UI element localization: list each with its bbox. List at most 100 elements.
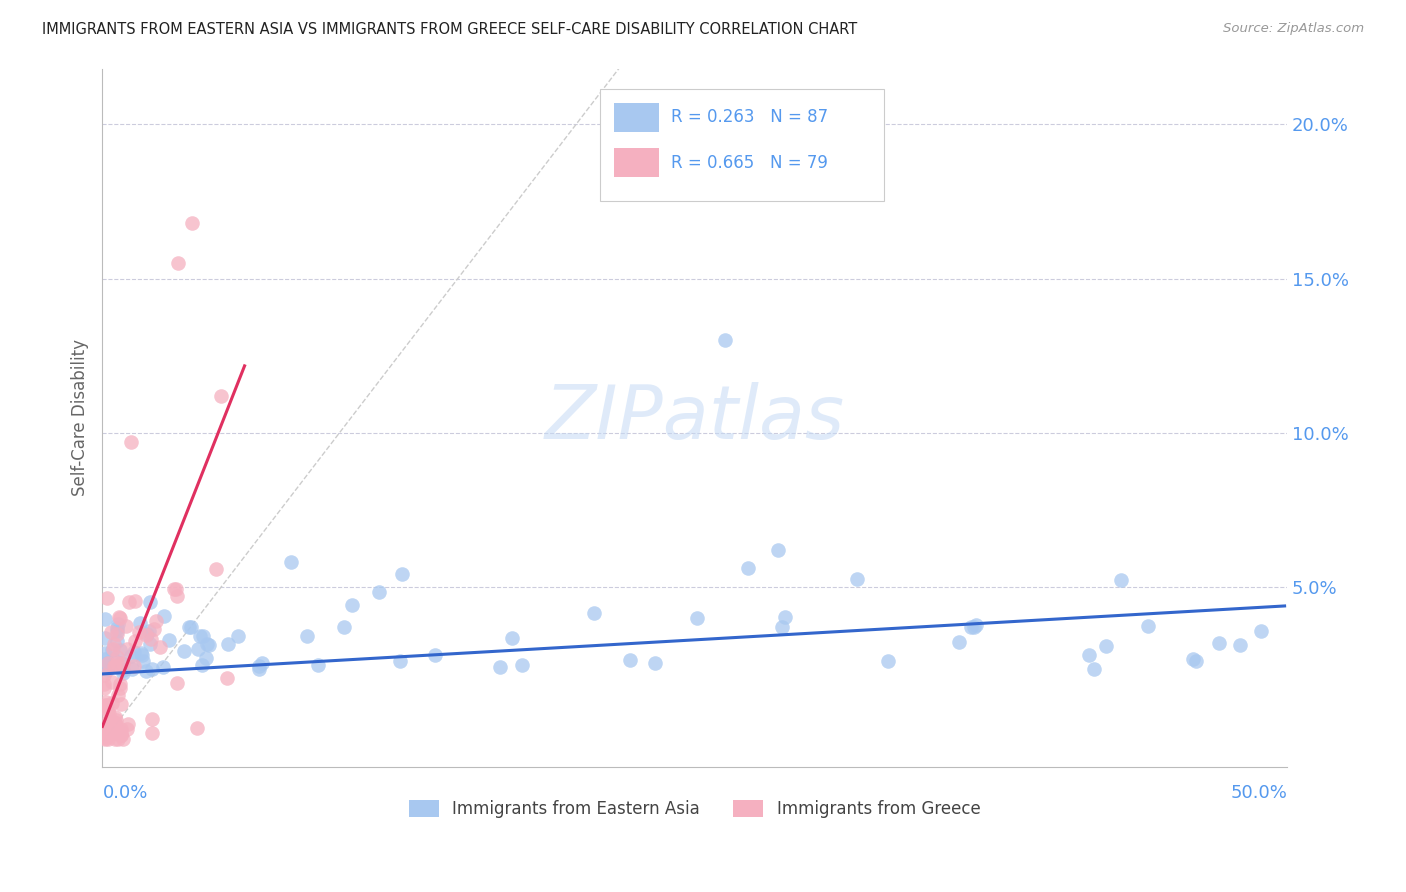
Point [737,560,759,574]
Point [773,609,796,624]
Point [876,654,898,668]
Point [152,608,174,623]
Point [141,712,163,726]
Point [104,710,127,724]
Point [94,647,117,661]
Point [104,716,127,731]
Point [115,619,138,633]
Point [167,256,190,270]
Point [97,656,120,670]
Point [333,620,356,634]
Point [217,637,239,651]
Point [180,620,202,634]
Point [118,595,141,609]
Point [120,435,142,450]
Point [582,606,605,620]
Point [94,631,117,645]
Point [280,555,302,569]
Point [181,216,204,230]
Point [94,652,117,666]
Point [962,619,984,633]
Point [100,722,122,736]
Point [205,562,228,576]
Point [686,611,709,625]
Point [308,657,330,672]
Point [179,620,201,634]
Point [173,644,195,658]
Point [165,582,187,597]
Text: R = 0.665   N = 79: R = 0.665 N = 79 [671,153,828,172]
Text: IMMIGRANTS FROM EASTERN ASIA VS IMMIGRANTS FROM GREECE SELF-CARE DISABILITY CORR: IMMIGRANTS FROM EASTERN ASIA VS IMMIGRAN… [42,22,858,37]
Point [103,636,125,650]
Point [107,689,129,703]
Point [100,642,122,657]
Point [166,675,188,690]
Point [111,666,134,681]
Point [108,681,131,695]
Point [94,657,117,672]
Point [149,640,172,654]
Point [117,723,139,737]
Point [93,668,115,682]
Point [105,621,128,635]
Point [340,599,363,613]
Point [152,659,174,673]
Point [103,726,125,740]
Point [124,633,146,648]
Point [770,620,793,634]
Point [846,573,869,587]
Point [128,615,150,630]
Point [191,657,214,672]
Point [104,722,127,736]
Point [1250,624,1272,639]
Point [501,631,523,645]
Point [1136,619,1159,633]
Legend: Immigrants from Eastern Asia, Immigrants from Greece: Immigrants from Eastern Asia, Immigrants… [402,793,987,824]
Point [1078,648,1101,662]
Point [139,637,162,651]
Point [94,612,117,626]
Point [112,731,135,746]
Point [135,664,157,678]
Point [96,591,118,606]
Point [103,715,125,730]
Point [187,641,209,656]
Point [103,659,125,673]
Point [93,729,115,743]
Point [101,675,124,690]
Point [96,663,118,677]
Point [247,662,270,676]
Point [209,389,232,403]
Point [132,654,155,668]
Point [93,728,115,742]
Point [107,657,129,671]
Point [103,652,125,666]
Point [124,593,146,607]
Point [425,648,447,662]
Point [100,714,122,729]
Point [97,661,120,675]
Point [96,698,118,713]
Point [135,628,157,642]
Point [96,716,118,731]
Point [97,723,120,738]
Point [122,659,145,673]
Point [391,566,413,581]
FancyBboxPatch shape [600,89,884,202]
Point [121,662,143,676]
Point [110,724,132,739]
Point [389,654,412,668]
Point [98,707,121,722]
Point [105,626,128,640]
Text: ZIPatlas: ZIPatlas [544,382,845,453]
Point [1111,573,1133,587]
Point [104,658,127,673]
Point [107,610,129,624]
FancyBboxPatch shape [614,148,659,178]
Point [98,715,121,730]
Point [368,585,391,599]
Y-axis label: Self-Care Disability: Self-Care Disability [72,339,89,496]
Point [131,648,153,663]
Point [1083,662,1105,676]
Point [120,649,142,664]
